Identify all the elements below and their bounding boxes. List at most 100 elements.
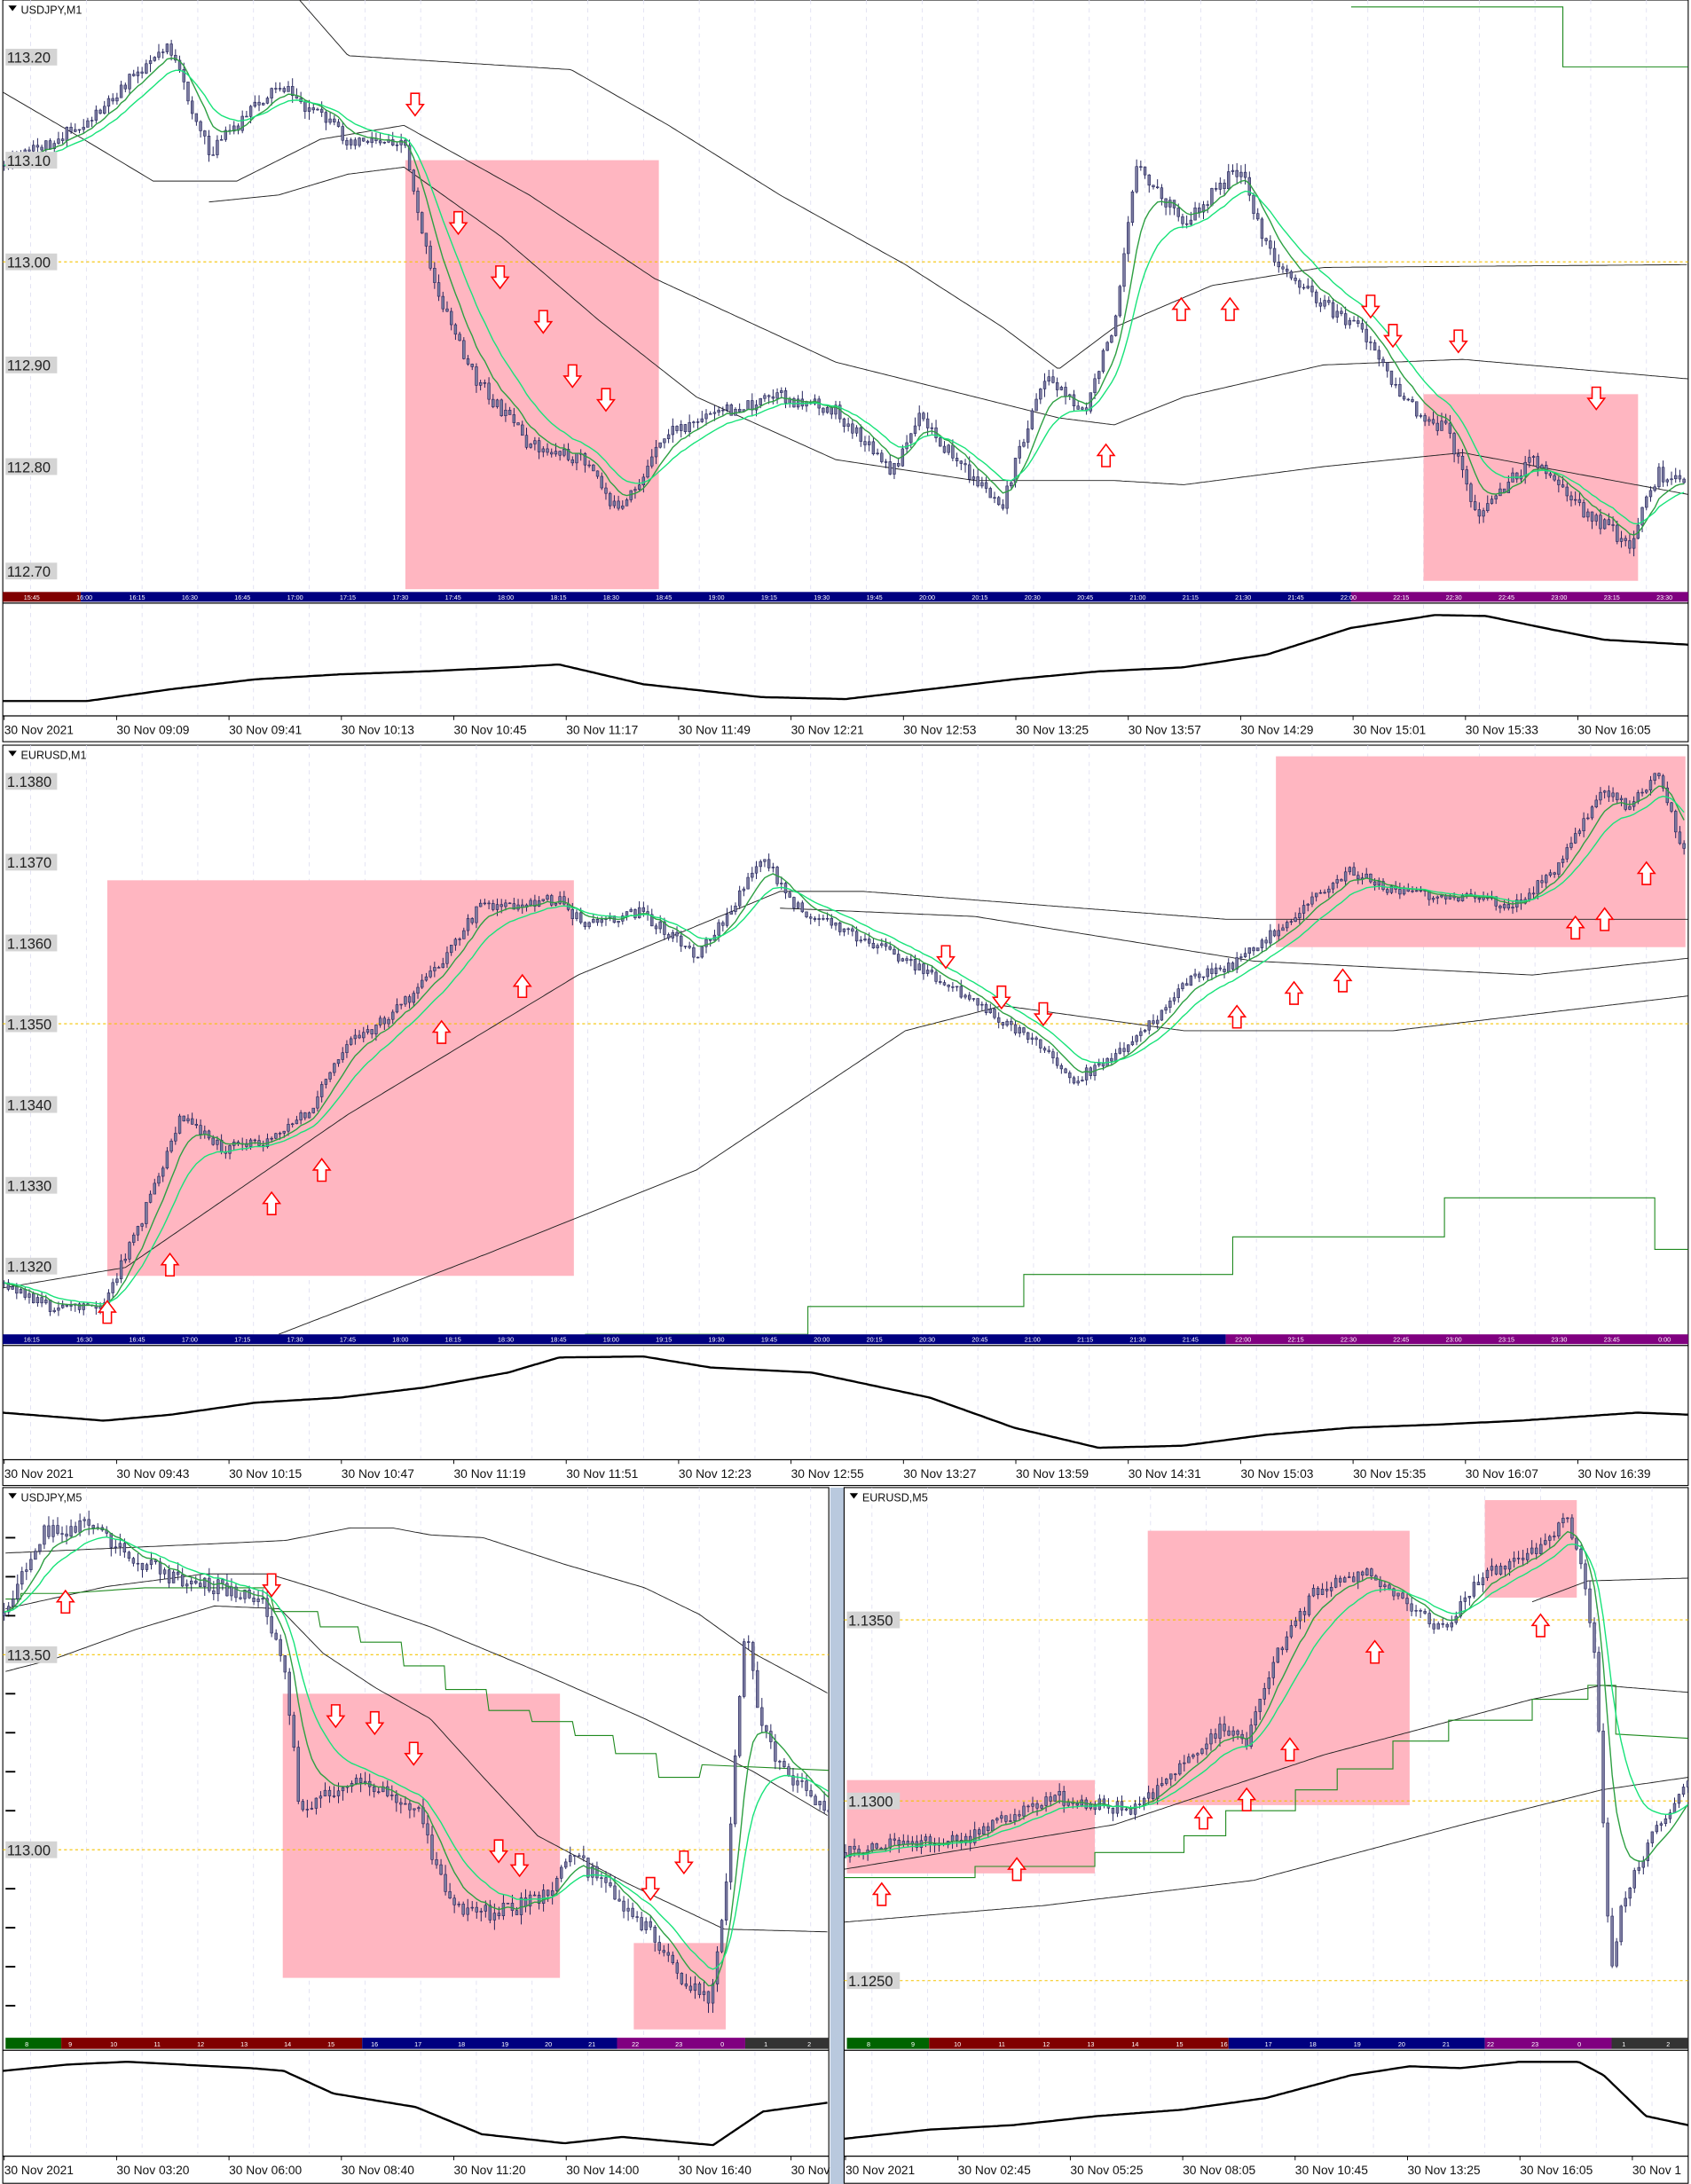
chart-panel-usdjpy-m1[interactable]: 113.20 113.10 113.00 112.90 112.80 112.70 USDJ…	[0, 0, 1689, 742]
price-label-bg	[5, 253, 58, 271]
collapse-triangle-icon[interactable]	[8, 1493, 17, 1499]
collapse-triangle-icon[interactable]	[8, 5, 17, 12]
candle	[1428, 416, 1431, 426]
session-time-label: 18:45	[550, 1336, 566, 1344]
price-area[interactable]	[0, 0, 1688, 593]
candle	[712, 405, 717, 421]
candle	[827, 1805, 830, 1819]
candle	[663, 917, 666, 940]
session-time-label: 19:45	[761, 1336, 777, 1344]
candle	[408, 1799, 412, 1819]
price-label-bg	[5, 1646, 58, 1663]
oscillator-subwindow[interactable]	[3, 604, 1688, 715]
candle	[1361, 1570, 1365, 1582]
candle	[20, 1567, 24, 1591]
sell-arrow-icon	[405, 92, 425, 117]
candle	[578, 1852, 581, 1858]
candle	[358, 1772, 363, 1793]
candle	[700, 946, 704, 959]
candle	[1055, 377, 1059, 397]
candle	[457, 1901, 460, 1908]
candle	[817, 914, 821, 927]
price-area[interactable]	[3, 1487, 830, 2037]
oscillator-line	[844, 2061, 1689, 2141]
trailing-step-line	[585, 1197, 1688, 1335]
candle	[640, 1912, 643, 1932]
candle	[148, 55, 153, 73]
collapse-triangle-icon[interactable]	[849, 1493, 859, 1499]
price-area[interactable]	[844, 1487, 1689, 2037]
candle	[947, 444, 950, 456]
candle	[1277, 923, 1280, 941]
time-label: 30 Nov 08:40	[342, 2163, 414, 2177]
candle	[905, 955, 908, 964]
collapse-triangle-icon[interactable]	[8, 750, 17, 757]
candle	[199, 120, 202, 138]
candle	[1586, 813, 1590, 821]
candle	[893, 945, 896, 955]
candle	[1681, 1783, 1686, 1797]
candle	[995, 1817, 999, 1824]
time-label: 30 Nov 10:45	[454, 722, 527, 736]
candle	[370, 131, 374, 148]
time-label: 30 Nov 15:01	[1353, 722, 1426, 736]
price-area[interactable]	[0, 745, 1688, 1335]
candle	[760, 1698, 764, 1734]
oscillator-subwindow[interactable]	[844, 2051, 1689, 2154]
candle	[324, 1079, 328, 1089]
candle	[7, 1602, 11, 1617]
candle	[1331, 297, 1335, 319]
candle	[1227, 163, 1231, 191]
candle	[404, 995, 407, 1007]
candle	[307, 99, 311, 120]
candle	[583, 921, 587, 931]
session-bar: 8 9 10 11 12 13 14 15 16 17 18 19 20 21 22 23 0 1 2	[846, 2038, 1688, 2049]
candle	[1665, 478, 1669, 487]
candle	[12, 1591, 15, 1610]
candle	[1569, 491, 1573, 507]
time-label: 30 Nov 12:23	[679, 1466, 751, 1481]
candle	[1198, 202, 1201, 218]
oscillator-subwindow[interactable]	[3, 2051, 828, 2154]
time-label: 30 Nov 1	[1632, 2163, 1681, 2177]
chart-panel-eurusd-m1[interactable]: 1.1380 1.1370 1.1360 1.1350 1.1340 1.1330 1.13…	[0, 744, 1689, 1487]
candle	[169, 1138, 173, 1153]
candle	[635, 1911, 639, 1922]
candle	[1579, 1544, 1583, 1569]
sell-arrow-icon	[673, 1850, 694, 1875]
candle	[592, 464, 595, 472]
buy-arrow-icon	[1227, 1004, 1247, 1029]
oscillator-subwindow[interactable]	[3, 1347, 1688, 1458]
candle	[345, 1040, 349, 1058]
candle	[1260, 216, 1264, 247]
session-time-label: 20:30	[1025, 593, 1041, 601]
candle	[60, 131, 65, 145]
panel-splitter[interactable]	[830, 1487, 845, 2184]
buy-arrow-icon	[97, 1300, 117, 1324]
candle	[1632, 1867, 1636, 1893]
candle	[763, 859, 767, 868]
candle	[1473, 494, 1477, 512]
candle	[287, 1118, 290, 1136]
candle	[161, 48, 165, 59]
time-label: 30 Nov 09:43	[116, 1466, 189, 1481]
candle	[118, 1533, 122, 1556]
candle	[1130, 190, 1135, 226]
candle	[963, 459, 967, 473]
candle	[1318, 297, 1323, 312]
signal-zone	[282, 1693, 561, 1978]
candle	[136, 1553, 140, 1572]
candle	[186, 82, 190, 105]
time-label: 30 Nov 15:03	[1240, 1466, 1313, 1481]
candle	[625, 498, 629, 507]
candle	[1005, 1018, 1009, 1027]
candle	[225, 1574, 229, 1597]
candle	[1544, 1533, 1547, 1546]
candle	[1223, 179, 1226, 196]
candle	[90, 116, 94, 128]
candle	[700, 411, 704, 423]
candle	[1115, 1796, 1120, 1818]
candle	[391, 131, 395, 146]
